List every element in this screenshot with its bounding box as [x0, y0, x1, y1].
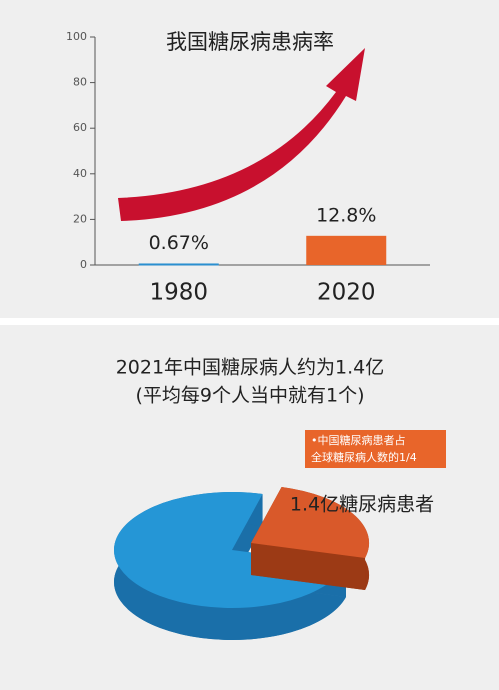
y-tick-label: 0 — [80, 258, 87, 271]
trend-arrow — [118, 48, 365, 221]
value-label: 12.8% — [316, 204, 376, 226]
pie-slice — [251, 486, 370, 559]
callout-box — [305, 430, 446, 468]
x-tick-label: 1980 — [149, 280, 208, 306]
bar — [306, 235, 387, 265]
y-tick-label: 60 — [73, 121, 87, 134]
chart-title: 2021年中国糖尿病人约为1.4亿 — [116, 357, 385, 379]
bar — [138, 263, 219, 266]
y-tick-label: 100 — [66, 30, 87, 43]
callout-text: 全球糖尿病人数的1/4 — [311, 450, 417, 464]
value-label: 0.67% — [149, 232, 209, 254]
chart-title: 我国糖尿病患病率 — [166, 30, 334, 54]
callout-text: •中国糖尿病患者占 — [311, 433, 406, 447]
pie-side — [251, 543, 366, 591]
annotation: 1.4亿糖尿病患者 — [290, 494, 434, 516]
y-tick-label: 40 — [73, 167, 87, 180]
y-tick-label: 80 — [73, 76, 87, 89]
chart-subtitle: (平均每9个人当中就有1个) — [135, 385, 364, 407]
y-tick-label: 20 — [73, 212, 87, 225]
x-tick-label: 2020 — [317, 280, 376, 306]
